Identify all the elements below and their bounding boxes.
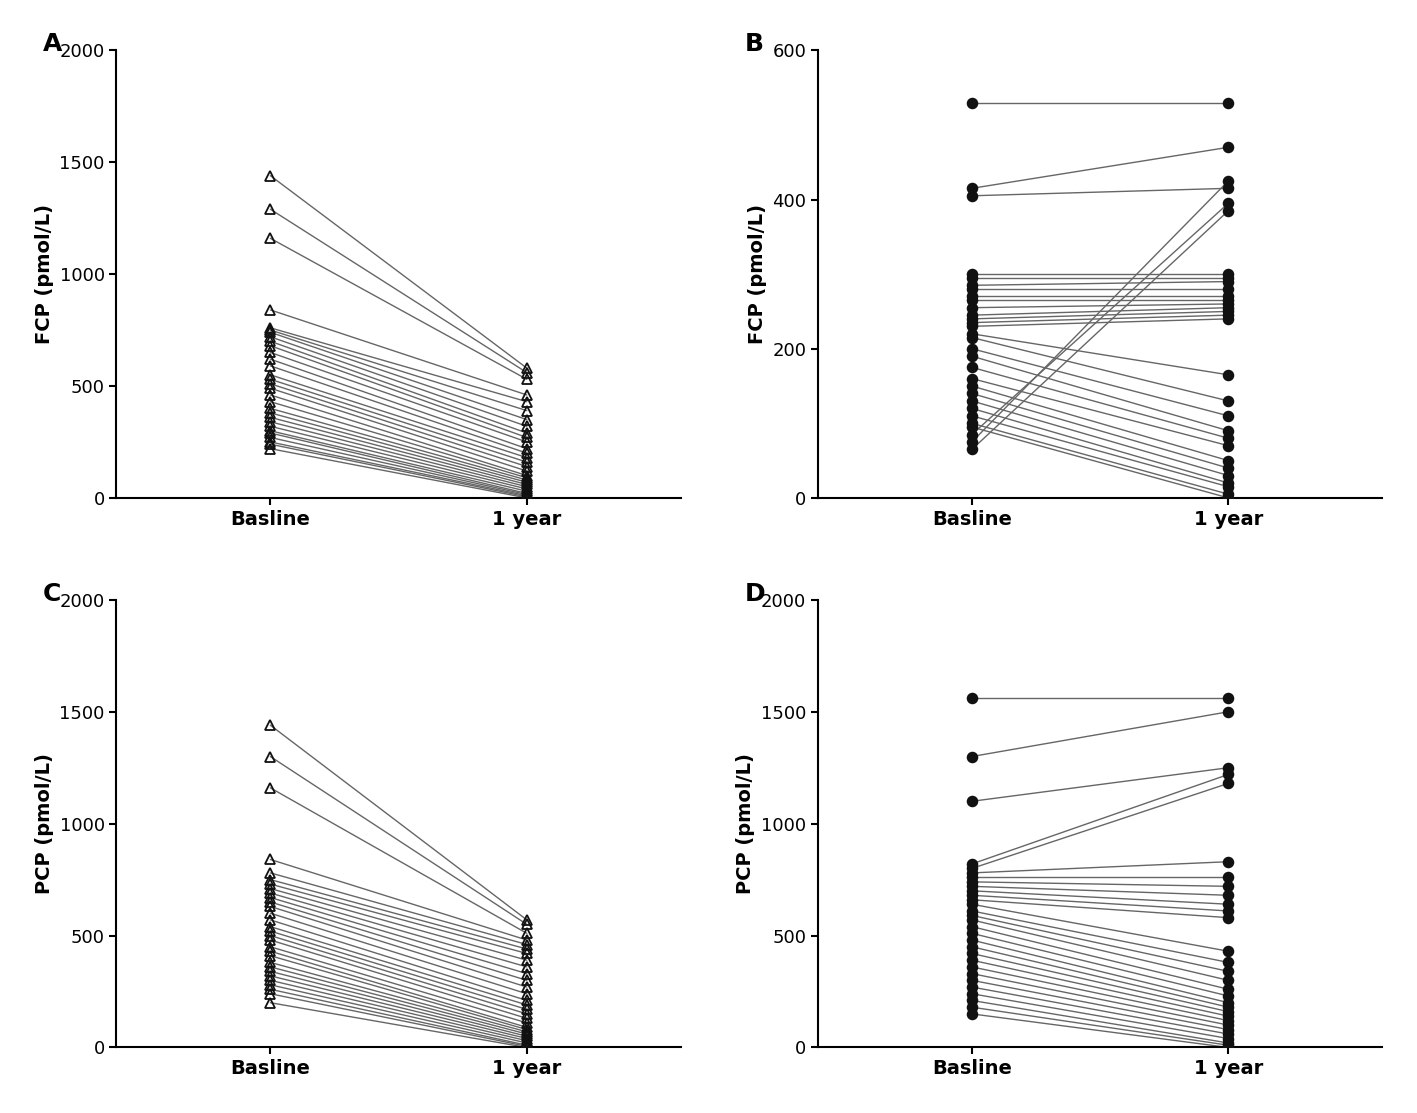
Y-axis label: PCP (pmol/L): PCP (pmol/L) [737,754,755,894]
Text: B: B [745,32,764,57]
Y-axis label: PCP (pmol/L): PCP (pmol/L) [35,754,54,894]
Text: C: C [43,582,61,605]
Y-axis label: FCP (pmol/L): FCP (pmol/L) [35,204,54,344]
Text: A: A [43,32,62,57]
Y-axis label: FCP (pmol/L): FCP (pmol/L) [748,204,767,344]
Text: D: D [745,582,765,605]
